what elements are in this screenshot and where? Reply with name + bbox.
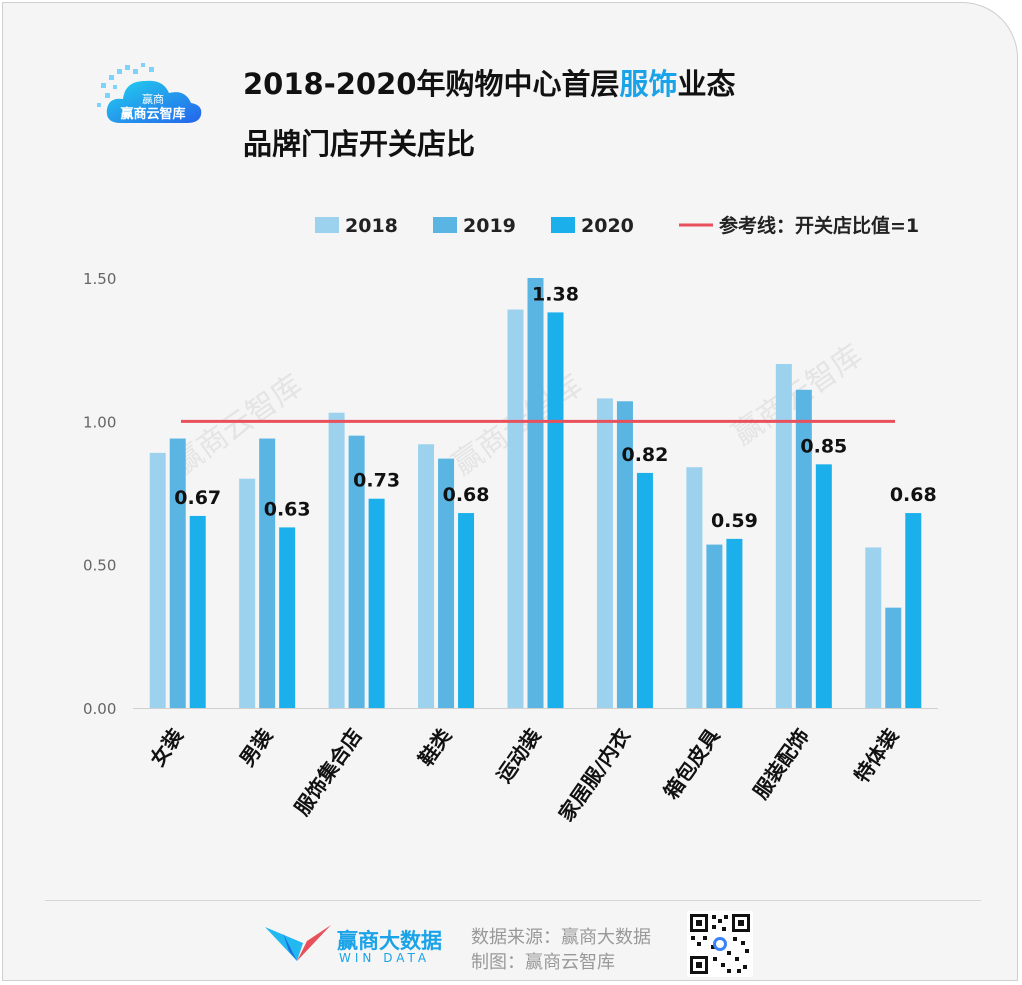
bar-2019-服饰集合店: [348, 435, 365, 708]
bar-2020-箱包皮具: [726, 538, 743, 708]
bar-2018-服装配饰: [775, 364, 792, 708]
bar-2019-箱包皮具: [706, 544, 723, 708]
bar-2019-女装: [169, 438, 186, 708]
bar-2019-鞋类: [438, 458, 455, 708]
data-label-男装: 0.63: [264, 498, 311, 520]
bar-2020-男装: [279, 527, 296, 708]
data-label-服饰集合店: 0.73: [353, 470, 400, 492]
bar-2018-女装: [149, 452, 166, 708]
data-label-家居服/内衣: 0.82: [621, 444, 668, 466]
bar-chart: 赢商云智库赢商云智库赢商云智库201820192020参考线：开关店比值=10.…: [83, 214, 938, 826]
legend-label-2018: 2018: [345, 215, 398, 237]
bar-2018-家居服/内衣: [596, 398, 613, 708]
bar-2020-女装: [189, 515, 206, 708]
bar-2018-鞋类: [418, 444, 435, 708]
x-category-label: 服饰集合店: [290, 724, 367, 820]
data-label-服装配饰: 0.85: [800, 435, 847, 457]
legend-label-2020: 2020: [581, 215, 634, 237]
data-label-鞋类: 0.68: [443, 484, 490, 506]
bar-2020-服饰集合店: [368, 498, 385, 708]
bar-2020-鞋类: [458, 513, 475, 708]
bar-2019-特体装: [885, 607, 902, 708]
y-tick-label: 1.00: [83, 413, 116, 431]
x-category-label: 家居服/内衣: [554, 724, 635, 826]
y-tick-label: 1.50: [83, 270, 116, 288]
legend-label-reference-line: 参考线：开关店比值=1: [719, 214, 919, 237]
bar-2019-男装: [259, 438, 276, 708]
footer-brand-en: WIN DATA: [339, 951, 431, 965]
bar-2018-运动装: [507, 309, 524, 708]
chart-title-line1: 2018-2020年购物中心首层服饰业态: [243, 67, 736, 101]
footer-divider: [45, 900, 981, 901]
x-category-label: 服装配饰: [748, 724, 814, 803]
x-category-label: 箱包皮具: [659, 724, 725, 803]
data-label-运动装: 1.38: [532, 283, 579, 305]
bar-2019-运动装: [527, 278, 544, 708]
windata-logo-icon: [265, 925, 331, 961]
bar-2020-运动装: [547, 312, 564, 708]
bar-2020-特体装: [905, 513, 922, 708]
bar-2020-家居服/内衣: [636, 472, 653, 708]
data-label-特体装: 0.68: [890, 484, 937, 506]
legend-swatch-2020: [551, 217, 575, 233]
qr-code-icon[interactable]: [687, 911, 753, 977]
bar-2019-服装配饰: [795, 389, 812, 708]
y-tick-label: 0.00: [83, 700, 116, 718]
legend-swatch-2019: [433, 217, 457, 233]
chart-title-line2: 品牌门店开关店比: [243, 127, 476, 161]
data-label-女装: 0.67: [174, 487, 221, 509]
logo-text: 赢商云智库: [120, 106, 185, 122]
data-source-text: 数据来源：赢商大数据: [471, 927, 651, 948]
bar-2018-男装: [239, 478, 256, 708]
bar-2018-特体装: [865, 547, 882, 708]
x-category-label: 女装: [145, 724, 188, 771]
y-tick-label: 0.50: [83, 557, 116, 575]
x-category-label: 特体装: [849, 724, 903, 787]
data-label-箱包皮具: 0.59: [711, 510, 758, 532]
footer-brand-name: 赢商大数据: [337, 929, 442, 953]
x-category-label: 鞋类: [414, 724, 457, 771]
cloud-logo-icon: 赢商 赢商云智库: [97, 63, 202, 123]
bar-2020-服装配饰: [815, 464, 832, 708]
bar-2018-服饰集合店: [328, 412, 345, 708]
legend-label-2019: 2019: [463, 215, 516, 237]
made-by-text: 制图：赢商云智库: [471, 952, 615, 973]
x-category-label: 运动装: [492, 724, 546, 787]
watermark-text-1: 赢商云智库: [166, 368, 309, 483]
bar-2019-家居服/内衣: [616, 401, 633, 708]
svg-text:赢商: 赢商: [142, 92, 164, 106]
bar-2018-箱包皮具: [686, 467, 703, 708]
legend-swatch-2018: [315, 217, 339, 233]
x-category-label: 男装: [235, 724, 278, 771]
